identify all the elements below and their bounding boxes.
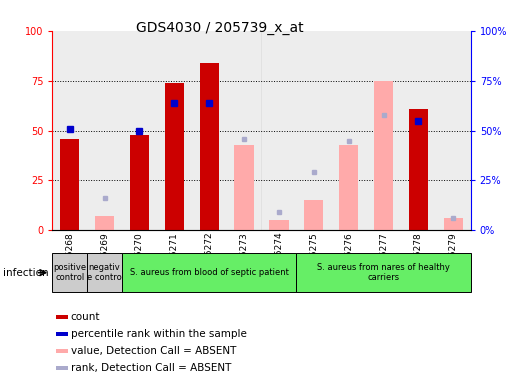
Bar [87, 253, 122, 292]
Bar [297, 253, 471, 292]
Text: infection: infection [3, 268, 48, 278]
Bar [339, 144, 358, 230]
Bar [165, 83, 184, 230]
Text: GDS4030 / 205739_x_at: GDS4030 / 205739_x_at [136, 21, 303, 35]
Bar [122, 253, 297, 292]
Text: value, Detection Call = ABSENT: value, Detection Call = ABSENT [71, 346, 236, 356]
Bar [157, 31, 192, 230]
Bar [374, 81, 393, 230]
Bar [87, 31, 122, 230]
Bar [436, 31, 471, 230]
Bar [56, 366, 68, 369]
Bar [444, 218, 463, 230]
Text: rank, Detection Call = ABSENT: rank, Detection Call = ABSENT [71, 363, 231, 373]
Bar [56, 332, 68, 336]
Bar [52, 31, 87, 230]
Bar [409, 109, 428, 230]
Bar [200, 63, 219, 230]
Bar [297, 31, 331, 230]
Text: negativ
e contro: negativ e contro [87, 263, 122, 282]
Bar [269, 220, 289, 230]
Text: S. aureus from nares of healthy
carriers: S. aureus from nares of healthy carriers [317, 263, 450, 282]
Bar [60, 139, 79, 230]
Bar [192, 31, 226, 230]
Bar [366, 31, 401, 230]
Bar [234, 144, 254, 230]
Text: positive
control: positive control [53, 263, 86, 282]
Bar [262, 31, 297, 230]
Text: count: count [71, 312, 100, 322]
Bar [130, 134, 149, 230]
Text: S. aureus from blood of septic patient: S. aureus from blood of septic patient [130, 268, 289, 277]
Bar [304, 200, 323, 230]
Bar [95, 217, 114, 230]
Bar [52, 253, 87, 292]
Bar [56, 316, 68, 319]
Bar [226, 31, 262, 230]
Text: percentile rank within the sample: percentile rank within the sample [71, 329, 246, 339]
Bar [56, 349, 68, 353]
Bar [401, 31, 436, 230]
Bar [331, 31, 366, 230]
Bar [122, 31, 157, 230]
